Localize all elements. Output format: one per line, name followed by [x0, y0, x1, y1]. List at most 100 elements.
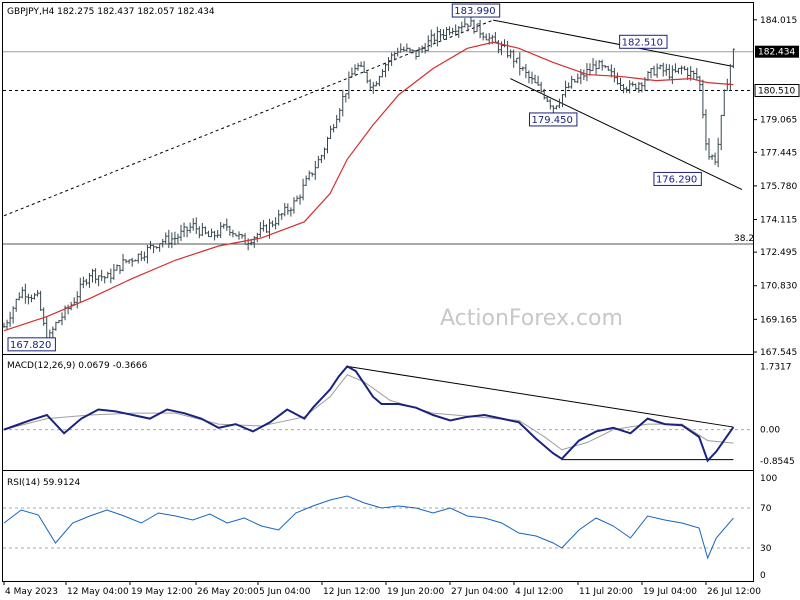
- price-bar: [283, 203, 287, 217]
- price-bar: [496, 39, 500, 54]
- price-tick-label: 177.445: [760, 148, 797, 158]
- price-bar: [234, 233, 238, 237]
- price-bar: [210, 228, 214, 238]
- price-pane: [2, 2, 754, 355]
- x-tick-label: 5 Jun 04:00: [259, 587, 311, 597]
- price-bar: [258, 221, 262, 238]
- price-bar: [264, 224, 268, 233]
- price-bar: [240, 233, 244, 239]
- price-bar: [316, 155, 320, 169]
- price-bar: [197, 226, 201, 239]
- pivot-label-box: [529, 112, 578, 127]
- price-bar: [353, 64, 357, 75]
- price-bar: [148, 240, 152, 250]
- support-price-tag: [754, 83, 800, 97]
- price-bar: [225, 218, 229, 231]
- price-bar: [188, 222, 192, 234]
- price-bar: [536, 75, 540, 86]
- price-bar: [124, 259, 128, 264]
- price-bar: [81, 276, 85, 289]
- price-bar: [231, 229, 235, 238]
- price-bar: [185, 226, 189, 238]
- price-bar: [658, 64, 662, 70]
- price-bar: [649, 68, 653, 79]
- price-bar: [42, 307, 46, 326]
- price-bar: [448, 26, 452, 36]
- price-bar: [652, 65, 656, 76]
- price-bar: [628, 80, 632, 94]
- pivot-label: 176.290: [653, 171, 702, 186]
- price-bar: [295, 195, 299, 202]
- price-bar: [261, 220, 265, 232]
- x-tick-label: 19 Jun 20:00: [387, 587, 444, 597]
- price-bar: [219, 222, 223, 239]
- price-bar: [594, 60, 598, 76]
- macd-line: [3, 365, 735, 463]
- rsi-tick-label: 70: [760, 504, 772, 514]
- price-bar: [243, 233, 247, 245]
- price-bar: [255, 232, 259, 243]
- price-bar: [640, 82, 644, 93]
- axis-layer: 184.015 182.434 180.510 179.065 177.445 175.7…: [3, 16, 800, 597]
- price-bar: [713, 152, 717, 165]
- price-bar: [383, 62, 387, 78]
- price-bar: [167, 229, 171, 249]
- price-bar: [411, 49, 415, 54]
- watermark: ActionForex.com: [440, 306, 623, 331]
- price-bar: [338, 108, 342, 123]
- price-bar: [286, 203, 290, 215]
- price-bar: [570, 75, 574, 89]
- price-tick-label: 167.545: [760, 348, 797, 358]
- price-bar: [87, 272, 91, 288]
- price-bar: [533, 74, 537, 84]
- price-bar: [521, 66, 525, 71]
- rsi-layer: [3, 495, 753, 560]
- price-bar: [414, 50, 418, 60]
- price-bar: [75, 291, 79, 309]
- price-bar: [600, 59, 604, 71]
- x-tick-label: 4 Jul 12:00: [515, 587, 564, 597]
- price-bar: [127, 259, 131, 264]
- price-bar: [145, 244, 149, 264]
- price-bar: [722, 89, 726, 117]
- price-bar: [731, 48, 735, 69]
- pivot-label-text: 176.290: [656, 174, 697, 185]
- price-bar: [203, 226, 207, 235]
- price-tick-label: 172.495: [760, 248, 797, 258]
- price-bar: [78, 277, 82, 303]
- price-bar: [625, 86, 629, 93]
- price-bar: [280, 213, 284, 220]
- price-bar: [322, 147, 326, 160]
- price-bar: [539, 81, 543, 95]
- price-bar: [100, 269, 104, 281]
- price-bar: [329, 125, 333, 139]
- price-bar: [377, 75, 381, 87]
- price-bar: [701, 79, 705, 119]
- price-bar: [237, 231, 241, 240]
- price-bar: [396, 47, 400, 57]
- price-bar: [362, 61, 366, 73]
- x-tick-label: 19 May 12:00: [131, 587, 193, 597]
- price-bar: [152, 244, 156, 254]
- price-bar: [606, 65, 610, 71]
- macd-trendline: [347, 365, 734, 428]
- price-bar: [11, 306, 15, 324]
- price-bar: [39, 290, 43, 311]
- price-bar: [475, 23, 479, 33]
- price-bar: [420, 45, 424, 54]
- price-bar: [438, 28, 442, 41]
- price-bar: [670, 65, 674, 85]
- price-bar: [564, 80, 568, 98]
- rsi-tick-label: 30: [760, 544, 772, 554]
- price-bar: [130, 257, 134, 267]
- pivot-label-text: 182.510: [622, 37, 663, 48]
- price-bar: [454, 24, 458, 36]
- price-bar: [423, 43, 427, 54]
- macd-tick-label: 1.7317: [760, 362, 792, 372]
- price-bar: [200, 222, 204, 237]
- price-bar: [634, 83, 638, 90]
- price-bar: [344, 93, 348, 103]
- price-bar: [176, 233, 180, 244]
- price-bar: [136, 253, 140, 264]
